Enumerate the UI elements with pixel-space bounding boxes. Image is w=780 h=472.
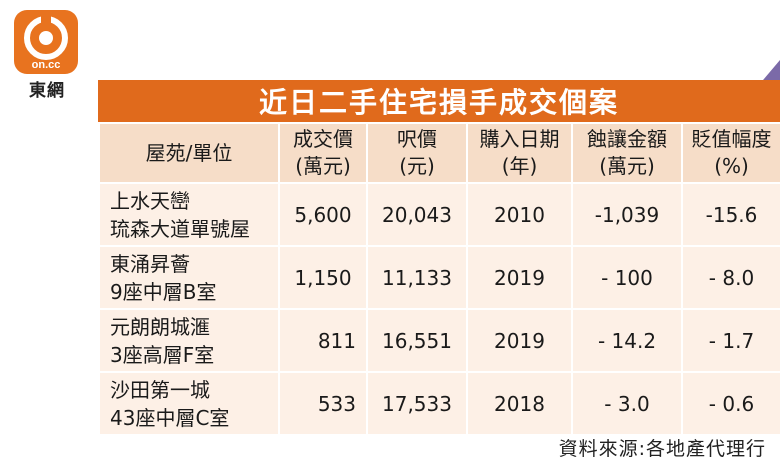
estate-name: 上水天巒 <box>110 188 190 213</box>
price-cell: 5,600 <box>278 182 368 247</box>
psf-cell: 11,133 <box>366 245 468 310</box>
table-row: 上水天巒 琉森大道單號屋 5,600 20,043 2010 -1,039 -1… <box>98 182 780 247</box>
header-drop: 貶值幅度 (%) <box>681 122 780 184</box>
year-cell: 2019 <box>466 308 573 373</box>
table-row: 沙田第一城 43座中層C室 533 17,533 2018 - 3.0 - 0.… <box>98 371 780 436</box>
header-price: 成交價 (萬元) <box>278 122 368 184</box>
estate-cell: 東涌昇薈 9座中層B室 <box>98 245 280 310</box>
table-header-row: 屋苑/單位 成交價 (萬元) 呎價 (元) 購入日期 (年) 蝕讓金額 (萬元)… <box>98 122 780 184</box>
price-cell: 811 <box>278 308 368 373</box>
on-cc-logo: on.cc <box>14 10 78 74</box>
estate-name: 東涌昇薈 <box>110 251 190 276</box>
estate-name: 沙田第一城 <box>110 377 210 402</box>
loss-cell: -1,039 <box>571 182 683 247</box>
header-year: 購入日期 (年) <box>466 122 573 184</box>
header-loss: 蝕讓金額 (萬元) <box>571 122 683 184</box>
drop-cell: - 1.7 <box>681 308 780 373</box>
psf-cell: 20,043 <box>366 182 468 247</box>
unit-name: 3座高層F室 <box>110 342 215 367</box>
drop-cell: -15.6 <box>681 182 780 247</box>
unit-name: 琉森大道單號屋 <box>110 216 250 241</box>
year-cell: 2010 <box>466 182 573 247</box>
loss-cell: - 14.2 <box>571 308 683 373</box>
psf-cell: 17,533 <box>366 371 468 436</box>
year-cell: 2018 <box>466 371 573 436</box>
price-cell: 1,150 <box>278 245 368 310</box>
table-row: 元朗朗城滙 3座高層F室 811 16,551 2019 - 14.2 - 1.… <box>98 308 780 373</box>
loss-cell: - 3.0 <box>571 371 683 436</box>
unit-name: 43座中層C室 <box>110 405 230 430</box>
loss-cell: - 100 <box>571 245 683 310</box>
estate-name: 元朗朗城滙 <box>110 314 210 339</box>
on-cc-logo-icon: on.cc <box>24 16 68 71</box>
estate-cell: 元朗朗城滙 3座高層F室 <box>98 308 280 373</box>
logo-caption: 東網 <box>29 81 65 101</box>
logo-wordmark: on.cc <box>32 59 61 71</box>
year-cell: 2019 <box>466 245 573 310</box>
drop-cell: - 8.0 <box>681 245 780 310</box>
psf-cell: 16,551 <box>366 308 468 373</box>
corner-triangle-icon <box>758 60 780 86</box>
estate-cell: 上水天巒 琉森大道單號屋 <box>98 182 280 247</box>
header-psf: 呎價 (元) <box>366 122 468 184</box>
loss-deals-table: 屋苑/單位 成交價 (萬元) 呎價 (元) 購入日期 (年) 蝕讓金額 (萬元)… <box>98 122 780 436</box>
price-cell: 533 <box>278 371 368 436</box>
unit-name: 9座中層B室 <box>110 279 217 304</box>
table-title: 近日二手住宅損手成交個案 <box>98 80 780 122</box>
data-source-note: 資料來源:各地產代理行 <box>558 438 766 460</box>
header-estate: 屋苑/單位 <box>98 122 280 184</box>
estate-cell: 沙田第一城 43座中層C室 <box>98 371 280 436</box>
drop-cell: - 0.6 <box>681 371 780 436</box>
table-row: 東涌昇薈 9座中層B室 1,150 11,133 2019 - 100 - 8.… <box>98 245 780 310</box>
